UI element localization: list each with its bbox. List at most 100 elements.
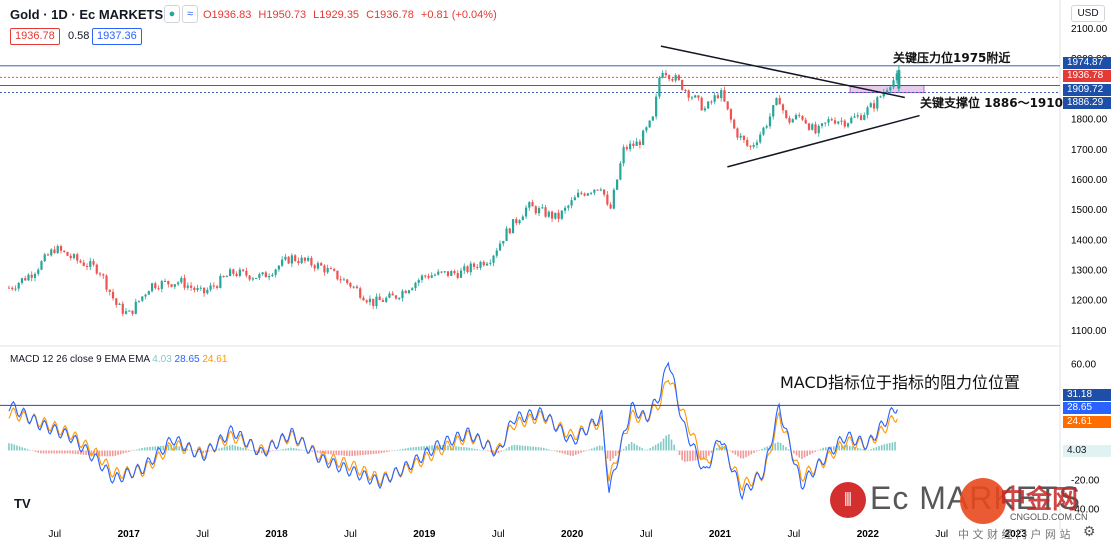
candle-body (466, 266, 469, 273)
macd-histogram-bar (519, 445, 521, 451)
macd-histogram-bar (508, 446, 510, 451)
macd-histogram-bar (194, 450, 197, 452)
candle-body (856, 115, 859, 117)
candle-body (235, 273, 238, 276)
candle-body (180, 277, 183, 283)
candle-body (453, 271, 456, 274)
macd-histogram-bar (793, 450, 795, 454)
macd-histogram-bar (279, 449, 282, 451)
candle-body (154, 283, 157, 289)
macd-histogram-bar (268, 450, 271, 452)
candle-body (563, 207, 567, 211)
candle-body (557, 212, 560, 219)
macd-histogram-bar (202, 450, 204, 454)
candle-body (297, 260, 300, 264)
candle-body (11, 287, 14, 290)
price-tick-label: 1200.00 (1071, 296, 1108, 307)
wave-icon[interactable]: ≈ (182, 5, 198, 23)
macd-histogram-bar (423, 446, 425, 451)
candle-body (694, 95, 697, 98)
candle-body (258, 274, 261, 278)
settings-gear-icon[interactable]: ⚙ (1083, 523, 1096, 539)
macd-histogram-bar (817, 450, 819, 452)
candle-body (398, 298, 401, 300)
candle-body (56, 246, 59, 254)
macd-histogram-bar (577, 450, 580, 454)
candle-body (121, 303, 124, 314)
candle-body (739, 135, 742, 138)
candle-body (450, 271, 453, 276)
candle-body (206, 289, 209, 294)
candle-body (281, 259, 284, 266)
triangle-lower-line (727, 114, 920, 168)
triangle-upper-line (660, 45, 905, 99)
macd-histogram-bar (378, 450, 380, 454)
candle-body (102, 274, 105, 276)
macd-histogram-bar (338, 450, 340, 456)
candle-body (837, 121, 840, 124)
macd-histogram-bar (229, 445, 231, 451)
candle-body (537, 208, 541, 214)
macd-histogram-bar (692, 450, 694, 461)
macd-legend: MACD 12 26 close 9 EMA EMA 4.03 28.65 24… (10, 354, 227, 365)
macd-histogram-bar (665, 435, 667, 451)
macd-histogram-bar (409, 447, 412, 451)
candle-body (30, 274, 33, 278)
candle-body (424, 275, 427, 277)
macd-histogram-bar (159, 445, 162, 451)
candle-body (232, 269, 235, 274)
candle-body (141, 296, 144, 301)
candle-body (655, 96, 658, 117)
candle-body (43, 254, 46, 262)
macd-histogram-bar (684, 450, 686, 462)
macd-histogram-bar (729, 450, 731, 452)
candle-body (33, 273, 37, 278)
signal-line (8, 379, 898, 492)
candle-body (830, 119, 833, 121)
candle-body (707, 101, 710, 109)
buy-price-button[interactable]: 1937.36 (92, 28, 142, 45)
currency-selector[interactable]: USD (1071, 5, 1105, 22)
candle-body (560, 210, 563, 219)
macd-tag-31: 31.18 (1063, 389, 1111, 401)
macd-histogram-bar (436, 444, 439, 451)
macd-histogram-bar (763, 447, 766, 451)
live-dot-icon[interactable]: ● (164, 5, 180, 23)
macd-histogram-bar (694, 450, 697, 461)
macd-histogram-bar (135, 449, 138, 451)
macd-histogram-bar (236, 446, 239, 451)
candle-body (629, 143, 632, 150)
candle-body (209, 285, 212, 290)
macd-histogram-bar (484, 450, 487, 452)
symbol-title[interactable]: Gold · 1D · Ec MARKETS (10, 7, 164, 22)
macd-histogram-bar (455, 446, 457, 451)
macd-histogram-bar (18, 446, 21, 451)
macd-histogram-bar (42, 450, 45, 454)
macd-histogram-bar (98, 450, 101, 457)
tv-logo-icon[interactable]: TV (14, 496, 31, 511)
macd-histogram-bar (327, 450, 330, 455)
macd-histogram-bar (391, 450, 393, 452)
macd-histogram-bar (846, 445, 848, 451)
macd-histogram-bar (348, 450, 351, 457)
macd-histogram-bar (34, 450, 37, 452)
candle-body (27, 274, 30, 281)
macd-histogram-bar (481, 450, 484, 451)
macd-histogram-bar (681, 450, 683, 461)
macd-histogram-bar (95, 450, 98, 457)
candle-body (804, 119, 807, 124)
candle-body (541, 207, 544, 209)
x-tick-label: Jul (492, 529, 505, 540)
macd-histogram-bar (715, 447, 718, 451)
candle-body (134, 301, 137, 314)
candle-body (684, 89, 687, 91)
candle-body (762, 127, 765, 135)
sell-price-button[interactable]: 1936.78 (10, 28, 60, 45)
candle-body (427, 275, 430, 278)
candle-body (664, 72, 667, 76)
candle-body (339, 279, 342, 281)
macd-histogram-bar (806, 450, 809, 457)
candle-body (79, 260, 82, 263)
macd-histogram-bar (612, 450, 614, 459)
